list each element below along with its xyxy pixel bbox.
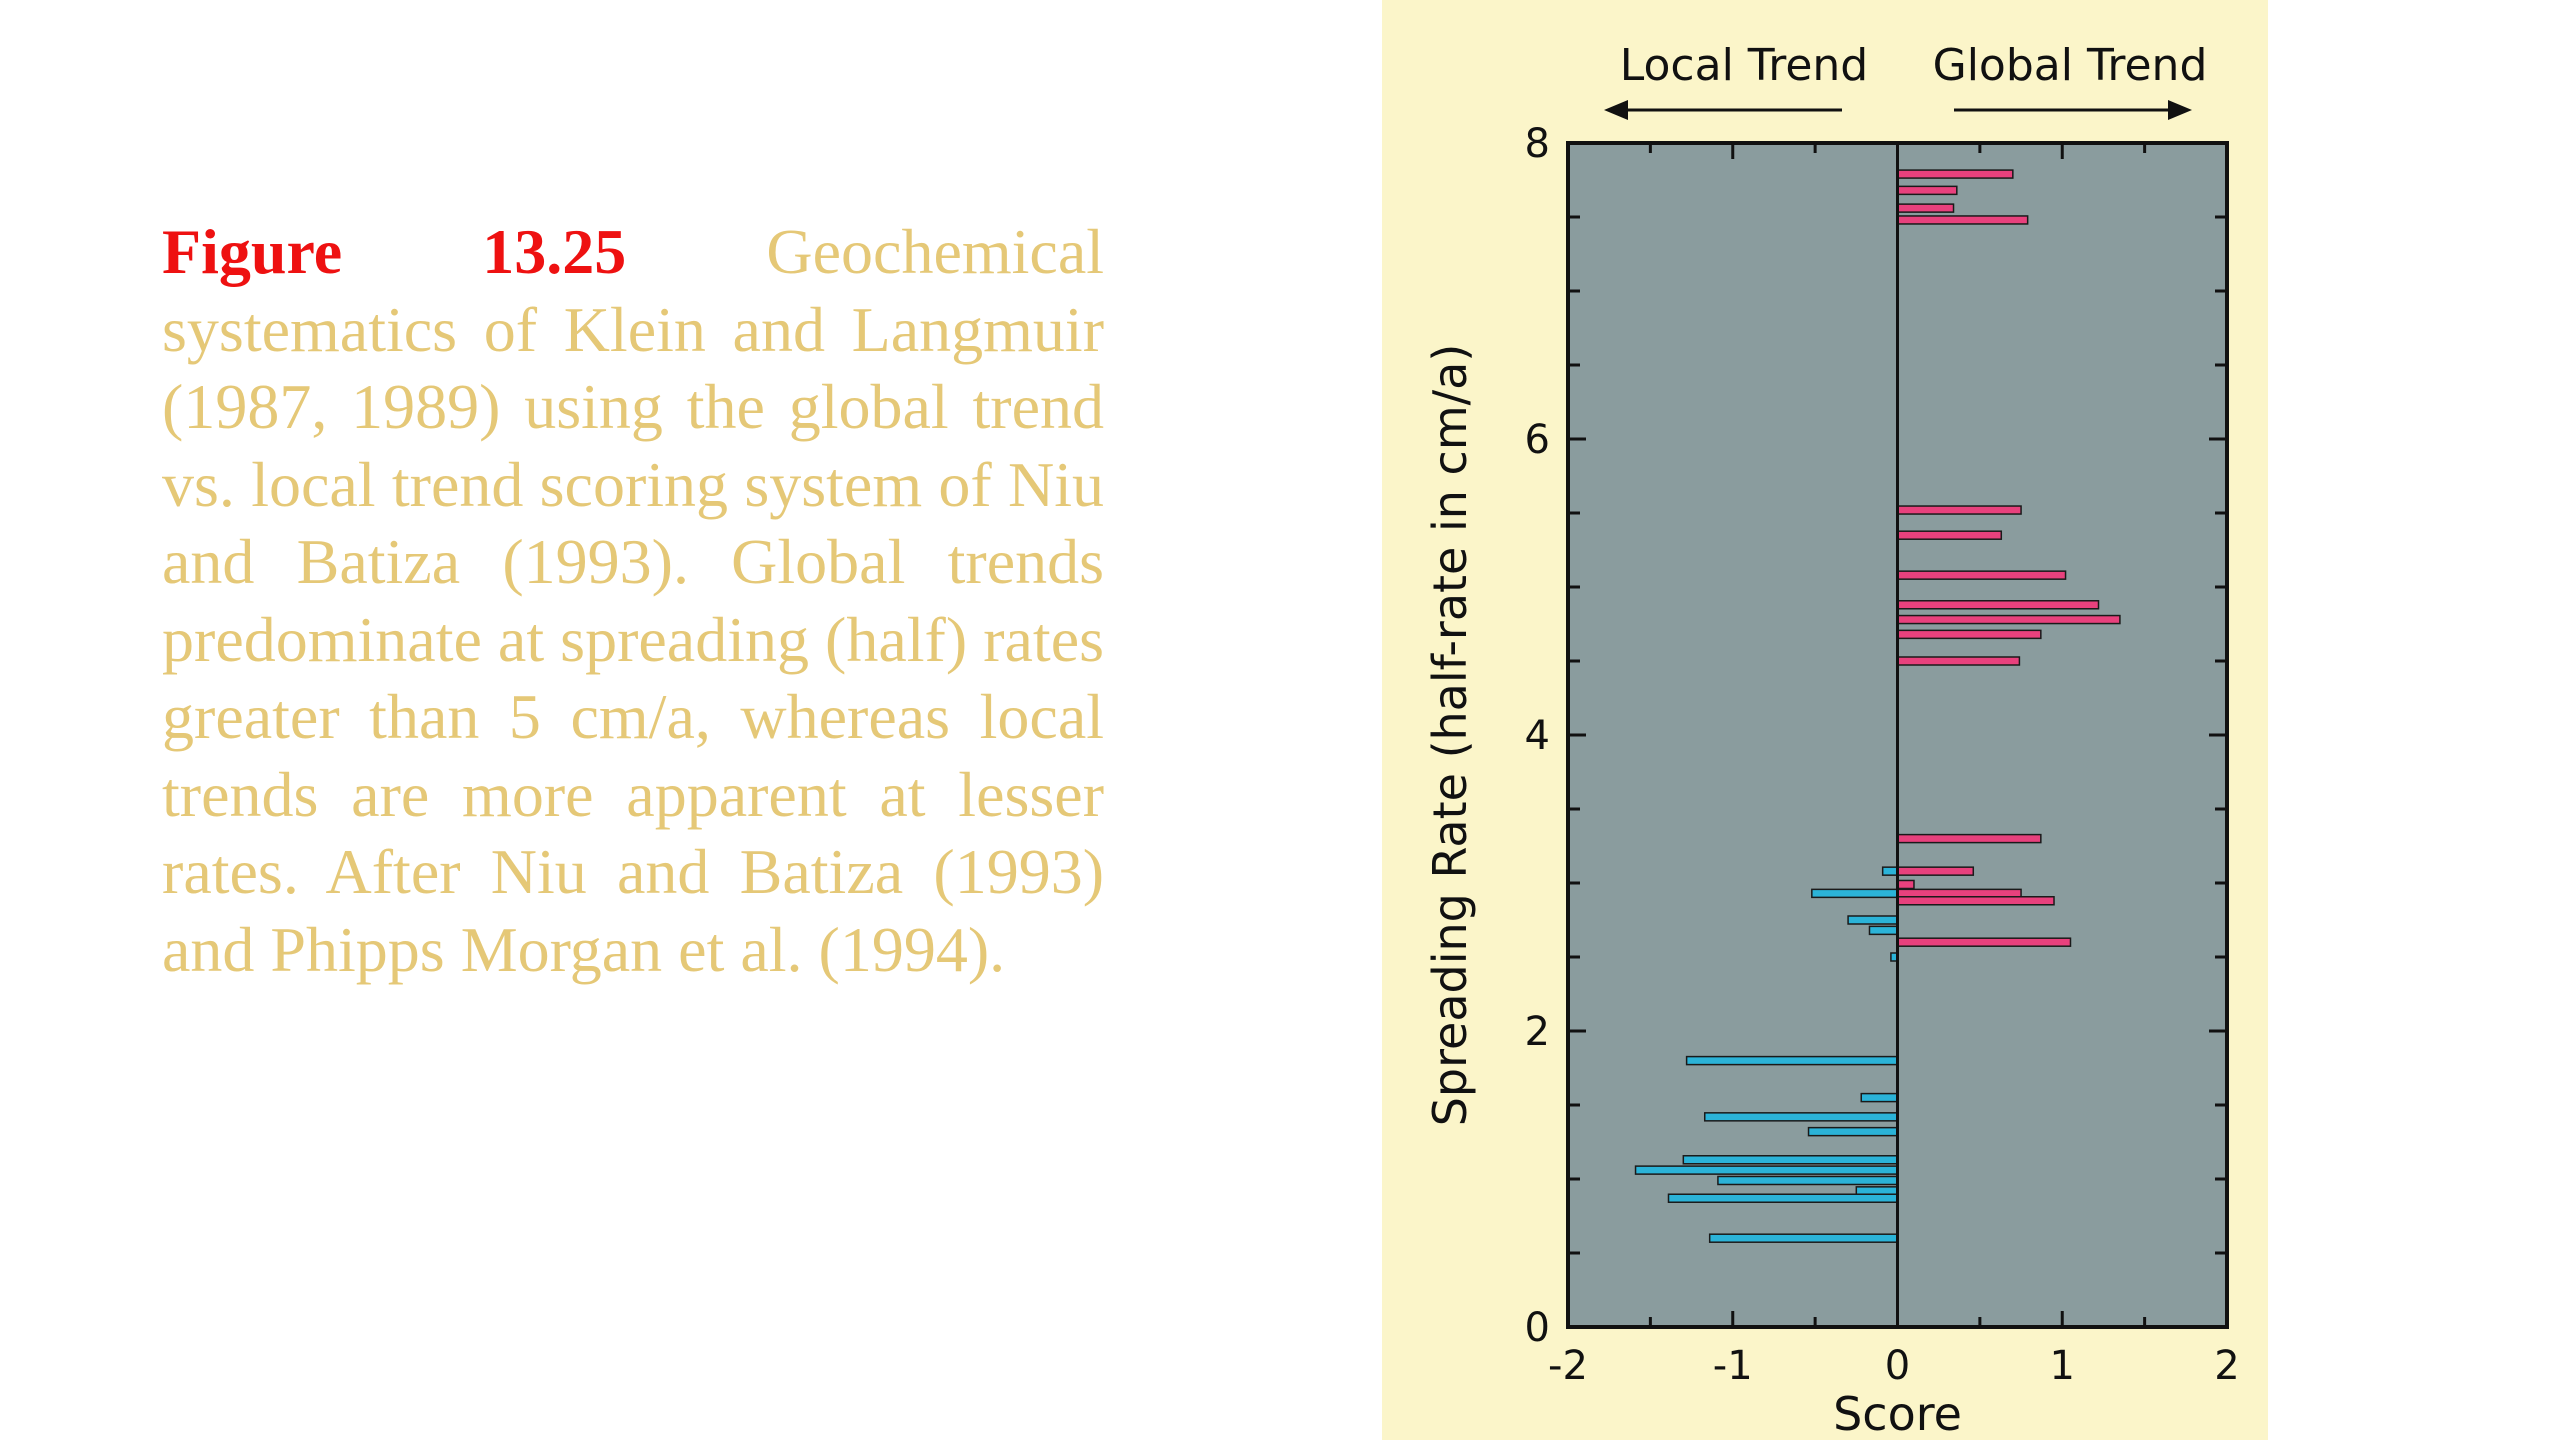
y-axis-label: Spreading Rate (half-rate in cm/a) — [1423, 344, 1477, 1127]
local-trend-bar — [1807, 1126, 1899, 1137]
local-trend-bar — [1868, 925, 1899, 936]
global-trend-bar — [1896, 505, 2022, 515]
x-tick-label: 0 — [1885, 1343, 1910, 1389]
y-tick-label: 6 — [1525, 417, 1550, 463]
x-tick-label: 2 — [2214, 1343, 2239, 1389]
caption-text: Geochemical systematics of Klein and Lan… — [162, 216, 1104, 985]
global-trend-bar — [1896, 879, 1915, 890]
global-trend-bar — [1896, 629, 2042, 640]
global-trend-bar — [1896, 866, 1975, 876]
global-trend-bar — [1896, 169, 2014, 179]
x-tick-label: -2 — [1548, 1343, 1588, 1389]
local-trend-bar — [1685, 1055, 1899, 1066]
figure-caption: Figure 13.25 Geochemical systematics of … — [162, 213, 1104, 988]
global-trend-bar — [1896, 896, 2055, 906]
x-tick-label: 1 — [2050, 1343, 2075, 1389]
local-trend-bar — [1634, 1165, 1899, 1175]
global-trend-bar — [1896, 570, 2067, 580]
global-trend-bar — [1896, 656, 2021, 666]
global-trend-bar — [1896, 614, 2121, 625]
figure-label: Figure 13.25 — [162, 216, 627, 287]
local-trend-bar — [1667, 1193, 1899, 1203]
global-trend-arrowhead — [2168, 100, 2192, 120]
local-trend-bar — [1847, 915, 1899, 925]
local-trend-bar — [1682, 1155, 1899, 1165]
y-tick-label: 0 — [1525, 1305, 1550, 1351]
bar-chart: 0 2 4 6 8 -2 -1 0 1 2 Score Spreading Rate (half-ra… — [1423, 40, 2240, 1440]
local-trend-bar — [1708, 1233, 1899, 1243]
y-tick-label: 4 — [1525, 713, 1550, 759]
local-trend-arrowhead — [1604, 100, 1628, 120]
x-axis-label: Score — [1833, 1387, 1962, 1440]
global-trend-bar — [1896, 185, 1958, 196]
global-trend-bar — [1896, 215, 2029, 225]
local-trend-bar — [1881, 866, 1899, 876]
local-trend-bar — [1703, 1112, 1899, 1122]
global-trend-bar — [1896, 833, 2042, 844]
x-tick-label: -1 — [1713, 1343, 1753, 1389]
global-trend-label: Global Trend — [1933, 40, 2208, 91]
local-trend-bar — [1717, 1175, 1899, 1186]
figure-panel: 0 2 4 6 8 -2 -1 0 1 2 Score Spreading Rate (half-ra… — [1382, 0, 2268, 1440]
y-tick-label: 8 — [1525, 121, 1550, 167]
local-trend-label: Local Trend — [1620, 40, 1868, 91]
global-trend-bar — [1896, 530, 2003, 540]
global-trend-bar — [1896, 937, 2072, 947]
global-trend-bar — [1896, 203, 1955, 213]
global-trend-bar — [1896, 600, 2100, 610]
local-trend-bar — [1860, 1092, 1899, 1103]
y-tick-label: 2 — [1525, 1009, 1550, 1055]
local-trend-bar — [1811, 888, 1899, 899]
